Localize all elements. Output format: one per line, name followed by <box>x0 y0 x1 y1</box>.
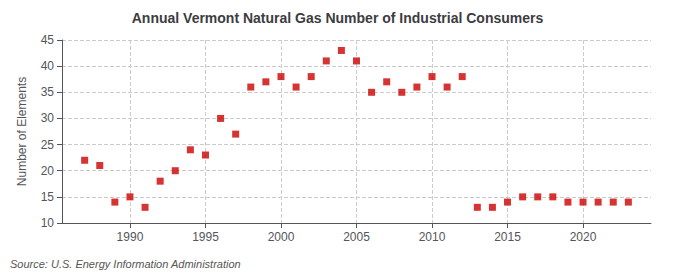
svg-text:35: 35 <box>41 85 55 99</box>
svg-text:15: 15 <box>41 190 55 204</box>
svg-text:1990: 1990 <box>117 230 144 244</box>
svg-text:25: 25 <box>41 138 55 152</box>
svg-text:Annual Vermont Natural Gas Num: Annual Vermont Natural Gas Number of Ind… <box>132 10 544 26</box>
svg-text:2000: 2000 <box>268 230 295 244</box>
svg-text:Source: U.S. Energy Informatio: Source: U.S. Energy Information Administ… <box>10 258 241 270</box>
svg-text:30: 30 <box>41 111 55 125</box>
svg-text:10: 10 <box>41 216 55 230</box>
svg-text:45: 45 <box>41 33 55 47</box>
svg-text:2015: 2015 <box>494 230 521 244</box>
svg-text:20: 20 <box>41 164 55 178</box>
svg-text:1995: 1995 <box>192 230 219 244</box>
svg-text:40: 40 <box>41 59 55 73</box>
svg-text:2005: 2005 <box>343 230 370 244</box>
svg-text:2010: 2010 <box>419 230 446 244</box>
svg-text:Number of Elements: Number of Elements <box>15 77 29 186</box>
svg-text:2020: 2020 <box>570 230 597 244</box>
